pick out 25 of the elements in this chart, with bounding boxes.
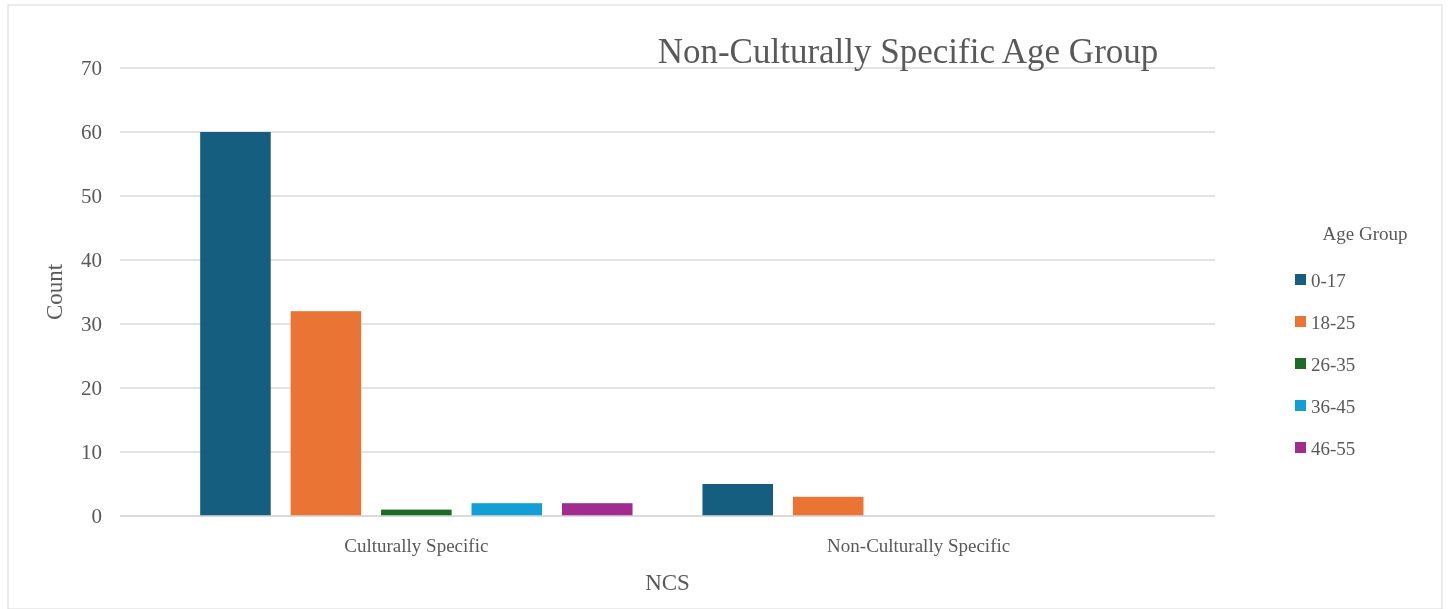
- y-tick-label: 0: [91, 504, 102, 529]
- legend-title: Age Group: [1322, 223, 1408, 244]
- bar: [792, 496, 864, 516]
- y-tick-label: 10: [81, 440, 102, 465]
- y-tick-label: 40: [81, 248, 102, 273]
- x-tick-label: Culturally Specific: [344, 535, 489, 556]
- x-axis-title: NCS: [645, 570, 690, 595]
- bar: [471, 503, 543, 516]
- legend-label: 46-55: [1311, 437, 1356, 459]
- chart-title: Non-Culturally Specific Age Group: [657, 32, 1159, 71]
- y-tick-label: 70: [81, 56, 102, 81]
- legend-label: 0-17: [1311, 269, 1346, 291]
- bar: [200, 132, 271, 516]
- x-tick-label: Non-Culturally Specific: [827, 535, 1011, 556]
- bar: [290, 311, 362, 516]
- y-tick-label: 60: [81, 120, 102, 145]
- y-tick-label: 50: [81, 184, 102, 209]
- bar: [702, 484, 774, 516]
- legend-label: 26-35: [1311, 353, 1356, 375]
- legend-label: 36-45: [1311, 395, 1356, 417]
- y-tick-label: 30: [81, 312, 102, 337]
- y-axis-title: Count: [42, 263, 67, 321]
- legend-label: 18-25: [1311, 311, 1356, 333]
- bar: [561, 503, 633, 516]
- y-tick-label: 20: [81, 376, 102, 401]
